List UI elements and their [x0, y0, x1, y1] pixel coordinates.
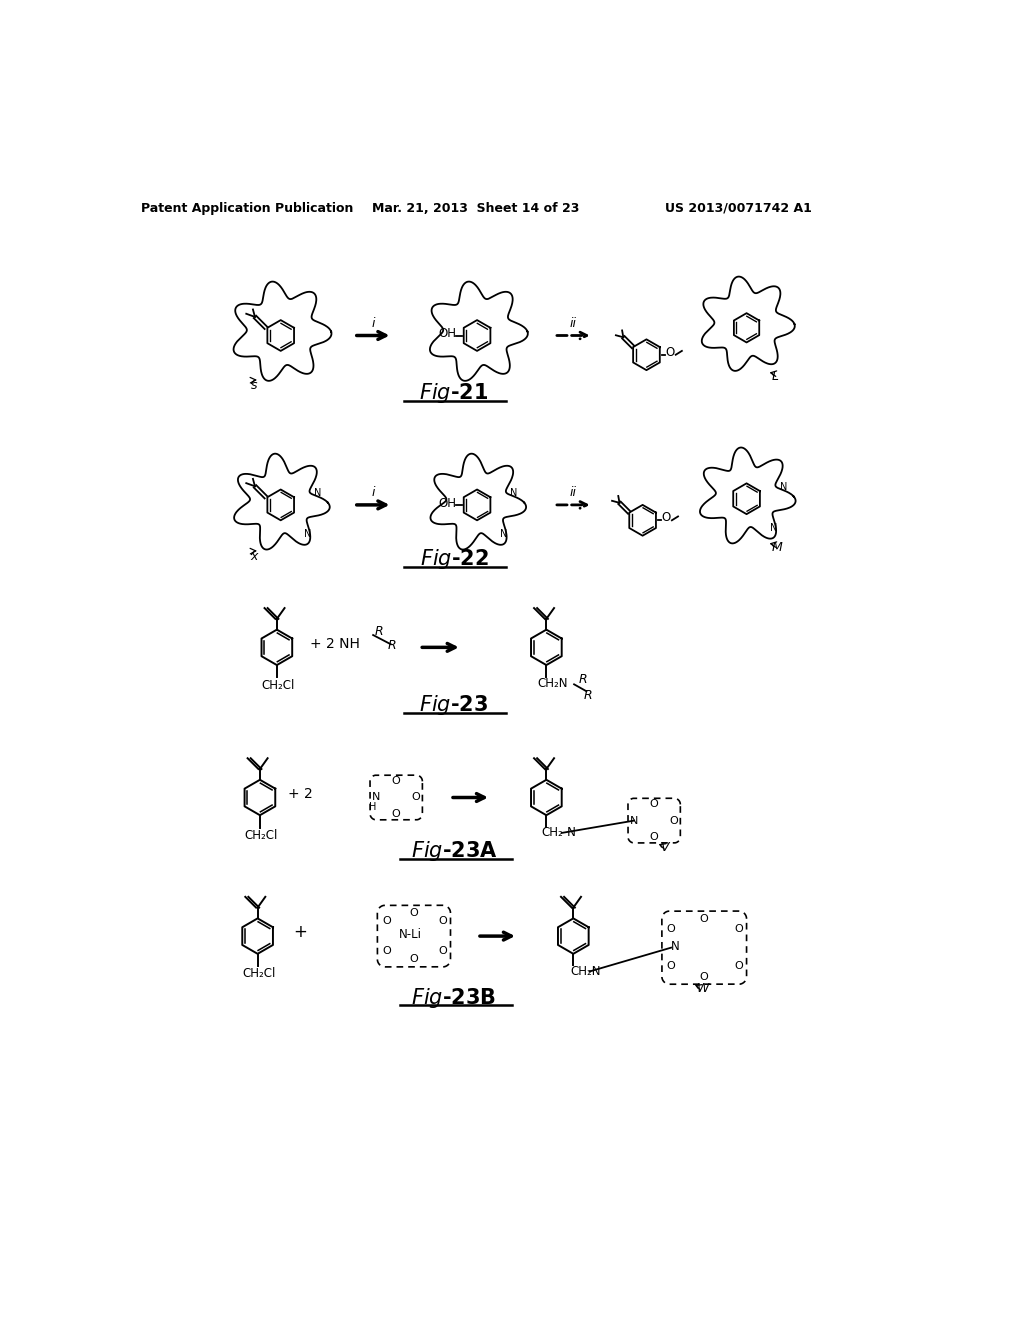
Text: i: i [372, 486, 375, 499]
Text: R: R [374, 626, 383, 639]
Text: O: O [438, 946, 447, 957]
Text: CH₂Cl: CH₂Cl [243, 968, 275, 981]
Text: O: O [734, 924, 743, 935]
Text: CH₂N: CH₂N [538, 677, 567, 690]
Text: $\mathit{Fig}$-23B: $\mathit{Fig}$-23B [412, 986, 497, 1010]
Text: M: M [771, 541, 782, 554]
Text: O: O [438, 916, 447, 925]
Text: O: O [382, 946, 391, 957]
Text: O: O [667, 961, 676, 972]
Text: W: W [696, 982, 709, 995]
Text: N: N [372, 792, 380, 803]
Text: $\mathit{Fig}$-23: $\mathit{Fig}$-23 [420, 693, 488, 717]
Text: OH: OH [439, 327, 457, 341]
Text: R: R [579, 673, 587, 686]
Text: CH₂Cl: CH₂Cl [245, 829, 279, 842]
Text: O: O [699, 972, 709, 982]
Text: O: O [665, 346, 674, 359]
Text: N: N [501, 529, 508, 539]
Text: + 2 NH: + 2 NH [309, 636, 359, 651]
Text: O: O [670, 816, 679, 825]
Text: +: + [293, 923, 307, 941]
Text: CH₂-N: CH₂-N [542, 826, 577, 840]
Text: O: O [650, 832, 658, 842]
Text: ii: ii [569, 486, 577, 499]
Text: N: N [672, 940, 680, 953]
Text: OH: OH [439, 496, 457, 510]
Text: O: O [410, 954, 418, 964]
Text: O: O [382, 916, 391, 925]
Text: R: R [388, 639, 396, 652]
Text: N: N [630, 816, 638, 825]
Text: US 2013/0071742 A1: US 2013/0071742 A1 [666, 202, 812, 215]
Text: O: O [734, 961, 743, 972]
Text: s: s [251, 379, 257, 392]
Text: $\mathit{Fig}$-22: $\mathit{Fig}$-22 [420, 546, 488, 570]
Text: i: i [372, 317, 375, 330]
Text: O: O [392, 776, 400, 787]
Text: H: H [370, 801, 377, 812]
Text: ii: ii [569, 317, 577, 330]
Text: CH₂Cl: CH₂Cl [262, 678, 295, 692]
Text: O: O [650, 800, 658, 809]
Text: CH₂N: CH₂N [570, 965, 601, 978]
Text: N: N [314, 488, 322, 499]
Text: N: N [304, 529, 311, 539]
Text: O: O [410, 908, 418, 917]
Text: V: V [660, 841, 669, 854]
Text: O: O [667, 924, 676, 935]
Text: N: N [770, 523, 777, 533]
Text: R: R [584, 689, 592, 702]
Text: N: N [780, 482, 787, 492]
Text: $\mathit{Fig}$-23A: $\mathit{Fig}$-23A [411, 840, 498, 863]
Text: O: O [699, 913, 709, 924]
Text: O: O [392, 809, 400, 818]
Text: N-Li: N-Li [398, 928, 422, 941]
Text: O: O [662, 511, 671, 524]
Text: + 2: + 2 [288, 787, 312, 801]
Text: O: O [412, 792, 421, 803]
Text: $\mathit{Fig}$-21: $\mathit{Fig}$-21 [420, 381, 488, 405]
Text: Patent Application Publication: Patent Application Publication [141, 202, 353, 215]
Text: Mar. 21, 2013  Sheet 14 of 23: Mar. 21, 2013 Sheet 14 of 23 [372, 202, 580, 215]
Text: L: L [771, 370, 778, 383]
Text: N: N [510, 488, 518, 499]
Text: x: x [250, 550, 257, 564]
